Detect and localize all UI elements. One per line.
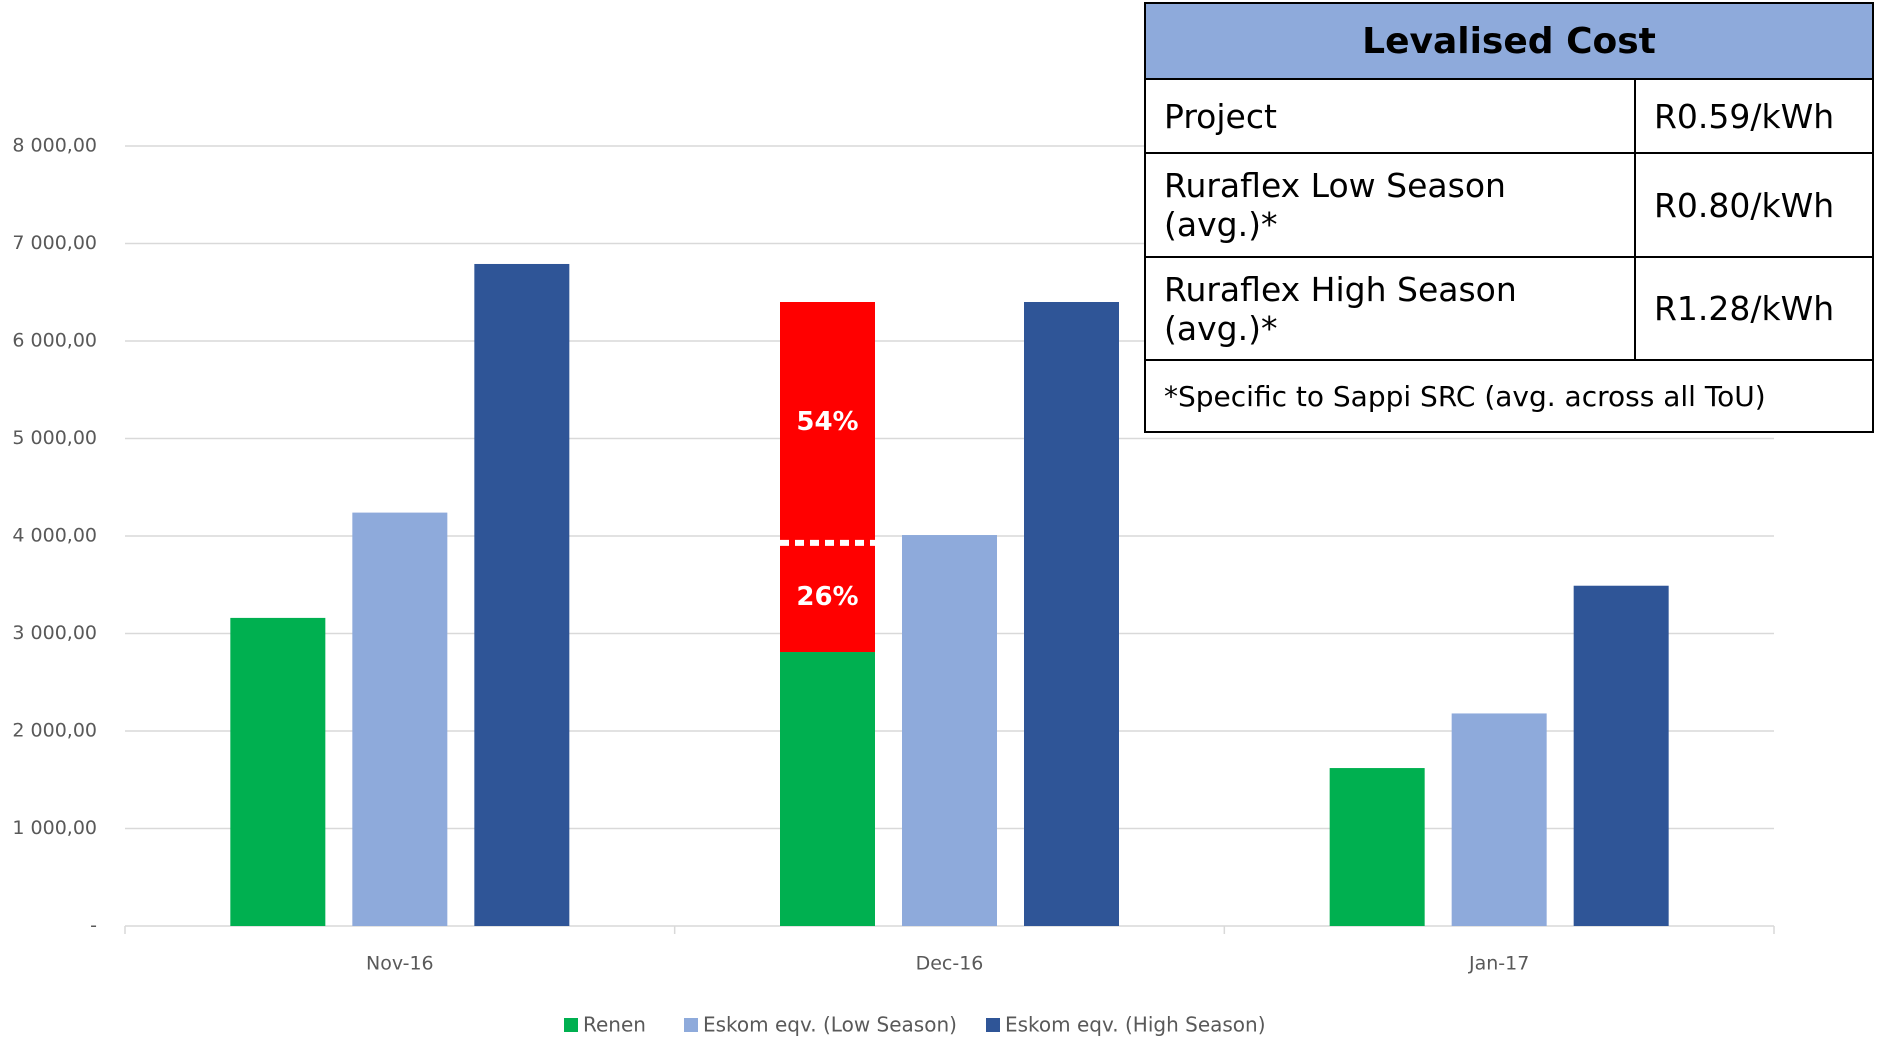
bar <box>352 512 448 926</box>
legend-label: Eskom eqv. (High Season) <box>1005 1013 1266 1037</box>
row-value: R1.28/kWh <box>1634 256 1874 361</box>
y-tick-label: - <box>90 915 97 937</box>
legend-swatch <box>684 1018 698 1032</box>
bar <box>1573 585 1669 926</box>
row-label: Ruraflex Low Season (avg.)* <box>1144 152 1636 258</box>
savings-band <box>780 302 875 653</box>
y-tick-label: 4 000,00 <box>12 525 97 547</box>
x-tick-label: Jan-17 <box>1468 953 1529 975</box>
cost-table: Levalised Cost Project R0.59/kWh Ruraflex… <box>1144 2 1874 433</box>
legend-swatch <box>564 1018 578 1032</box>
bar <box>474 263 570 927</box>
bar <box>780 652 875 926</box>
bar <box>1329 768 1425 926</box>
y-tick-label: 8 000,00 <box>12 135 97 157</box>
y-tick-label: 6 000,00 <box>12 330 97 352</box>
legend-label: Eskom eqv. (Low Season) <box>703 1013 957 1037</box>
footnote: *Specific to Sappi SRC (avg. across all … <box>1144 359 1874 433</box>
legend-label: Renen <box>583 1013 646 1037</box>
bar <box>230 617 326 926</box>
y-tick-label: 3 000,00 <box>12 622 97 644</box>
savings-label: 26% <box>796 582 858 612</box>
legend-swatch <box>986 1018 1000 1032</box>
savings-label: 54% <box>796 407 858 437</box>
y-tick-label: 7 000,00 <box>12 232 97 254</box>
y-tick-label: 2 000,00 <box>12 720 97 742</box>
row-value: R0.59/kWh <box>1634 78 1874 154</box>
bar <box>1451 713 1547 926</box>
bar <box>902 535 997 926</box>
row-label: Ruraflex High Season (avg.)* <box>1144 256 1636 361</box>
row-label: Project <box>1144 78 1636 154</box>
table-title: Levalised Cost <box>1144 2 1874 80</box>
row-value: R0.80/kWh <box>1634 152 1874 258</box>
x-tick-label: Nov-16 <box>366 953 434 975</box>
bar <box>1024 302 1119 926</box>
y-tick-label: 1 000,00 <box>12 817 97 839</box>
y-tick-label: 5 000,00 <box>12 427 97 449</box>
x-tick-label: Dec-16 <box>916 953 984 975</box>
